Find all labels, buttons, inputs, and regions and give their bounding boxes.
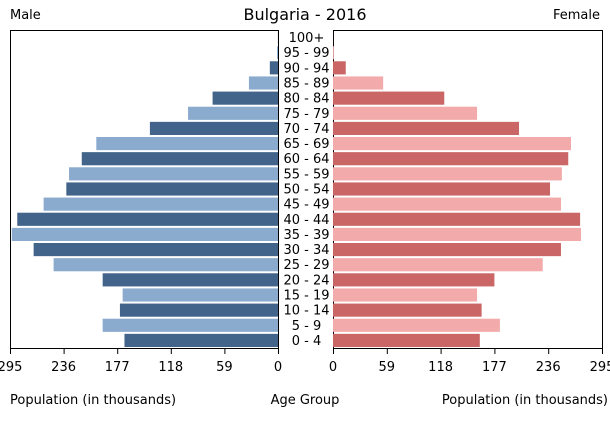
male-bar: [102, 273, 279, 287]
x-axis-label-left: Population (in thousands): [10, 393, 177, 408]
male-bar: [81, 152, 278, 166]
female-x-tick-label: 236: [536, 360, 561, 375]
age-group-tick-label: 10 - 14: [283, 304, 329, 319]
age-group-tick-label: 25 - 29: [283, 258, 329, 273]
female-bar: [333, 106, 478, 120]
male-bar: [66, 182, 278, 196]
female-bar: [333, 288, 478, 302]
male-panel-frame: [10, 30, 279, 349]
female-x-tick-label: 118: [428, 360, 453, 375]
male-bar: [102, 318, 279, 332]
male-bar: [119, 303, 279, 317]
age-group-tick-label: 35 - 39: [283, 228, 329, 243]
female-bar: [333, 227, 582, 241]
age-group-tick-label: 15 - 19: [283, 289, 329, 304]
age-group-tick-label: 60 - 64: [283, 152, 329, 167]
age-group-tick-label: 90 - 94: [283, 61, 329, 76]
male-bar: [212, 91, 278, 105]
female-bar: [333, 61, 346, 75]
female-bar: [333, 152, 569, 166]
male-bar: [17, 212, 279, 226]
female-bar: [333, 333, 480, 347]
male-bar: [33, 243, 279, 257]
age-group-label: Age Group: [270, 393, 340, 408]
male-label: Male: [10, 8, 41, 23]
female-bar: [333, 273, 495, 287]
age-group-tick-label: 40 - 44: [283, 213, 329, 228]
male-bar: [122, 288, 278, 302]
male-x-tick-label: 59: [216, 360, 233, 375]
male-x-tick-label: 118: [158, 360, 183, 375]
female-bar: [333, 182, 551, 196]
age-group-tick-label: 65 - 69: [283, 137, 329, 152]
female-bar: [333, 197, 561, 211]
female-x-tick-label: 0: [329, 360, 337, 375]
male-bar: [43, 197, 279, 211]
male-bar: [69, 167, 279, 181]
chart-title: Bulgaria - 2016: [243, 5, 367, 24]
age-group-tick-label: 55 - 59: [283, 167, 329, 182]
male-x-tick-label: 0: [274, 360, 282, 375]
age-group-tick-label: 0 - 4: [292, 334, 322, 349]
female-bar: [333, 91, 445, 105]
male-bar: [124, 333, 278, 347]
age-group-tick-label: 85 - 89: [283, 77, 329, 92]
male-bar: [11, 227, 278, 241]
male-bar: [248, 76, 278, 90]
x-axis-label-right: Population (in thousands): [441, 393, 608, 408]
age-group-tick-label: 45 - 49: [283, 198, 329, 213]
female-bar: [333, 46, 334, 60]
male-x-tick-label: 295: [0, 360, 22, 375]
age-group-tick-label: 30 - 34: [283, 243, 329, 258]
age-group-tick-label: 50 - 54: [283, 183, 329, 198]
female-bar: [333, 258, 543, 272]
male-bar: [269, 61, 278, 75]
age-group-tick-label: 5 - 9: [292, 319, 322, 334]
male-bar: [149, 121, 278, 135]
age-group-tick-label: 20 - 24: [283, 273, 329, 288]
female-bar: [333, 243, 561, 257]
female-bar: [333, 303, 482, 317]
age-group-tick-label: 75 - 79: [283, 107, 329, 122]
male-bar: [188, 106, 278, 120]
male-bar: [277, 46, 278, 60]
male-bar: [96, 137, 278, 151]
male-bar: [53, 258, 278, 272]
female-bar: [333, 167, 562, 181]
female-label: Female: [552, 8, 600, 23]
age-group-tick-label: 80 - 84: [283, 92, 329, 107]
female-x-tick-label: 295: [590, 360, 610, 375]
male-x-tick-label: 177: [105, 360, 130, 375]
female-bar: [333, 212, 581, 226]
female-bar: [333, 137, 571, 151]
male-x-tick-label: 236: [51, 360, 76, 375]
age-group-tick-label: 70 - 74: [283, 122, 329, 137]
female-bar: [333, 76, 384, 90]
female-x-tick-label: 177: [482, 360, 507, 375]
age-group-tick-label: 95 - 99: [283, 46, 329, 61]
female-bar: [333, 121, 520, 135]
female-bar: [333, 318, 500, 332]
age-group-tick-label: 100+: [289, 31, 325, 46]
female-x-tick-label: 59: [379, 360, 396, 375]
